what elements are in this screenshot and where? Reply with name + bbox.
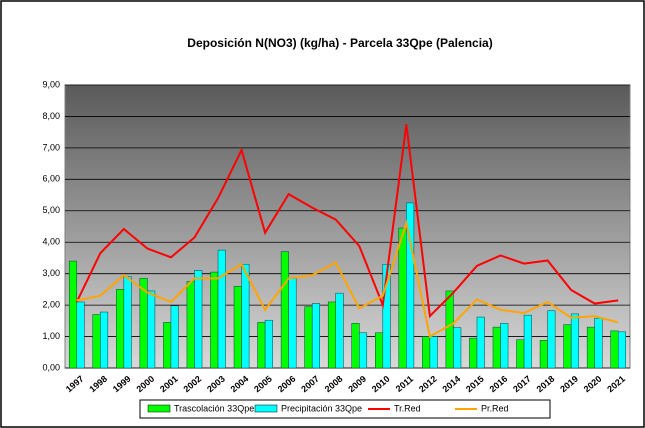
bar — [570, 313, 579, 369]
bar — [327, 301, 336, 369]
bar — [68, 260, 78, 369]
bar — [116, 289, 125, 369]
bar — [594, 318, 603, 369]
bar — [563, 324, 572, 369]
bar — [217, 249, 226, 369]
bar — [398, 227, 407, 369]
bar — [406, 202, 415, 369]
bar — [516, 339, 525, 369]
bar — [194, 270, 203, 369]
y-tick-label: 8,00 — [42, 111, 60, 121]
bar — [445, 290, 454, 369]
legend-label: Trascolación 33Qpe — [174, 403, 254, 413]
legend-box — [139, 399, 551, 419]
bar — [288, 278, 297, 369]
legend-swatch — [147, 404, 171, 413]
bar — [147, 290, 156, 369]
bar — [170, 305, 179, 369]
bar — [100, 311, 109, 369]
bar — [163, 322, 172, 369]
bar — [476, 316, 485, 369]
y-tick-label: 7,00 — [42, 142, 60, 152]
legend-label: Pr.Red — [481, 403, 509, 413]
bar — [280, 251, 289, 369]
bar — [500, 323, 509, 369]
y-tick-label: 3,00 — [42, 268, 60, 278]
bar — [210, 271, 219, 369]
legend-label: Tr.Red — [394, 403, 421, 413]
bar — [453, 327, 462, 369]
bar — [375, 332, 384, 369]
bar — [469, 337, 478, 369]
bar — [539, 340, 548, 369]
bar — [610, 330, 619, 369]
bar — [123, 276, 132, 369]
bar — [264, 319, 273, 369]
bar — [186, 281, 195, 369]
legend-swatch — [254, 404, 278, 413]
bar — [335, 292, 344, 369]
bar — [351, 323, 360, 369]
legend-label: Precipitación 33Qpe — [281, 403, 362, 413]
bar — [76, 301, 85, 369]
bar — [92, 314, 101, 369]
y-tick-label: 2,00 — [42, 299, 60, 309]
plot-area — [64, 84, 631, 369]
bar — [241, 263, 250, 369]
bar — [523, 314, 532, 369]
bar — [382, 263, 391, 369]
line — [75, 124, 619, 319]
bar — [429, 336, 438, 369]
bar — [359, 332, 368, 369]
bar — [304, 306, 313, 369]
y-tick-label: 5,00 — [42, 205, 60, 215]
y-tick-label: 0,00 — [42, 362, 60, 372]
bar — [617, 331, 627, 369]
bar — [586, 326, 595, 369]
bar — [492, 326, 501, 369]
y-tick-label: 1,00 — [42, 331, 60, 341]
bar — [257, 322, 266, 369]
bar — [233, 285, 242, 369]
y-tick-label: 6,00 — [42, 174, 60, 184]
chart-title: Deposición N(NO3) (kg/ha) - Parcela 33Qp… — [187, 36, 492, 50]
bar — [422, 336, 431, 369]
y-tick-label: 9,00 — [42, 79, 60, 89]
line — [76, 219, 619, 339]
y-tick-label: 4,00 — [42, 237, 60, 247]
bar — [311, 303, 320, 369]
bar — [547, 310, 556, 369]
